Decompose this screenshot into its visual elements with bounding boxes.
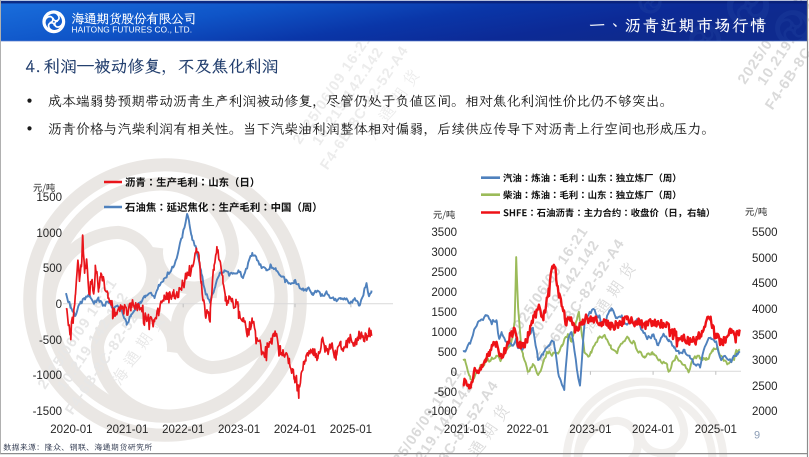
svg-text:2023-01: 2023-01 [218, 424, 260, 436]
svg-text:5000: 5000 [752, 253, 778, 265]
svg-text:2021-01: 2021-01 [444, 424, 486, 436]
svg-text:-500: -500 [434, 387, 457, 399]
svg-text:1500: 1500 [431, 307, 457, 319]
svg-text:2024-01: 2024-01 [632, 424, 674, 436]
svg-text:2025-01: 2025-01 [695, 424, 737, 436]
svg-text:2023-01: 2023-01 [569, 424, 611, 436]
svg-text:2024-01: 2024-01 [274, 424, 316, 436]
svg-text:2000: 2000 [431, 287, 457, 299]
svg-text:1500: 1500 [36, 192, 62, 204]
svg-text:2020-01: 2020-01 [50, 424, 92, 436]
svg-text:-1000: -1000 [33, 370, 62, 382]
svg-text:2025-01: 2025-01 [330, 424, 372, 436]
svg-text:2022-01: 2022-01 [162, 424, 204, 436]
svg-text:3000: 3000 [752, 355, 778, 367]
svg-text:4500: 4500 [752, 278, 778, 290]
svg-text:1000: 1000 [431, 327, 457, 339]
svg-text:5500: 5500 [752, 227, 778, 239]
svg-text:-500: -500 [39, 335, 62, 347]
svg-text:1000: 1000 [36, 228, 62, 240]
svg-text:0: 0 [451, 367, 457, 379]
svg-text:9: 9 [754, 430, 760, 442]
svg-text:2500: 2500 [431, 267, 457, 279]
svg-text:3500: 3500 [431, 227, 457, 239]
svg-text:-1500: -1500 [33, 406, 62, 418]
svg-text:-1000: -1000 [428, 406, 457, 418]
svg-text:4000: 4000 [752, 304, 778, 316]
svg-text:2000: 2000 [752, 406, 778, 418]
svg-text:2022-01: 2022-01 [507, 424, 549, 436]
svg-text:2500: 2500 [752, 381, 778, 393]
svg-text:3000: 3000 [431, 247, 457, 259]
svg-text:2021-01: 2021-01 [106, 424, 148, 436]
svg-text:HAITONG FUTURES CO., LTD.: HAITONG FUTURES CO., LTD. [72, 25, 193, 35]
svg-text:500: 500 [43, 263, 62, 275]
svg-text:500: 500 [438, 347, 457, 359]
svg-text:3500: 3500 [752, 330, 778, 342]
svg-text:0: 0 [56, 299, 62, 311]
